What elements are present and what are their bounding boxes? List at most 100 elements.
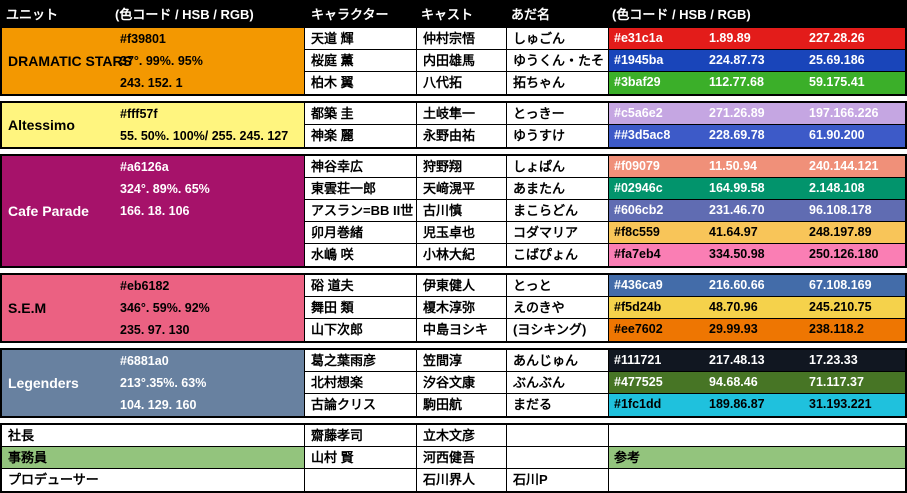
member-row: アスラン=BB II世 古川慎 まこらどん #606cb2 231.46.70 96.10… bbox=[305, 200, 905, 222]
character-cell: 桜庭 薫 bbox=[305, 50, 417, 71]
nickname-cell: まこらどん bbox=[507, 200, 609, 221]
unit-color-line: 37°. 99%. 95% bbox=[120, 54, 203, 68]
unit-color-line: #eb6182 bbox=[120, 279, 170, 293]
nickname-cell: あんじゅん bbox=[507, 350, 609, 371]
nickname-cell bbox=[507, 425, 609, 446]
character-cell: アスラン=BB II世 bbox=[305, 200, 417, 221]
color-hsb-value: 41.64.97 bbox=[709, 225, 758, 239]
nickname-cell: こばぴょん bbox=[507, 244, 609, 266]
member-rows: 天道 輝仲村宗悟 しゅごん #e31c1a 1.89.89 227.28.26 桜庭 薫内… bbox=[305, 28, 905, 94]
unit-color-line: #f39801 bbox=[120, 32, 166, 46]
character-cell: 齋藤孝司 bbox=[305, 425, 417, 446]
character-cell: 柏木 翼 bbox=[305, 72, 417, 94]
member-row: 北村想楽 汐谷文康 ぶんぶん #477525 94.68.46 71.117.37 bbox=[305, 372, 905, 394]
color-hsb-value: 164.99.58 bbox=[709, 181, 765, 195]
table-header: ユニット (色コード / HSB / RGB) キャラクター キャスト あだ名 … bbox=[0, 0, 907, 26]
member-color-cell: #f5d24b 48.70.96 245.210.75 bbox=[609, 297, 905, 318]
member-rows: 神谷幸広 狩野翔 しょぱん #f09079 11.50.94 240.144.121 東雲荘… bbox=[305, 156, 905, 266]
nickname-cell: (ヨシキング) bbox=[507, 319, 609, 341]
table-body: DRAMATIC STARS #f39801 37°. 99%. 95% 243. 1… bbox=[0, 26, 907, 493]
header-color-right: (色コード / HSB / RGB) bbox=[612, 6, 751, 22]
nickname-cell: ゆうすけ bbox=[507, 125, 609, 147]
color-hex-value: ##3d5ac8 bbox=[614, 128, 671, 142]
color-hex-value: #111721 bbox=[614, 353, 662, 367]
unit-color-line: 166. 18. 106 bbox=[120, 204, 190, 218]
member-row: 桜庭 薫内田雄馬 ゆうくん・たそ #1945ba 224.87.73 25.69.186 bbox=[305, 50, 905, 72]
unit-name: Legenders bbox=[8, 375, 79, 391]
nickname-cell: ゆうくん・たそ bbox=[507, 50, 609, 71]
cast-cell: 笠間淳 bbox=[417, 350, 507, 371]
nickname-cell: ぶんぶん bbox=[507, 372, 609, 393]
color-hex-value: #e31c1a bbox=[614, 31, 663, 45]
member-row: 葛之葉雨彦 笠間淳 あんじゅん #111721 217.48.13 17.23.33 bbox=[305, 350, 905, 372]
member-color-cell: #111721 217.48.13 17.23.33 bbox=[609, 350, 905, 371]
character-cell: 天道 輝 bbox=[305, 28, 417, 49]
unit-color-line: #fff57f bbox=[120, 107, 158, 121]
nickname-cell: 拓ちゃん bbox=[507, 72, 609, 94]
staff-right-cell bbox=[609, 425, 905, 446]
character-cell: 卯月巻緒 bbox=[305, 222, 417, 243]
character-cell: 神楽 麗 bbox=[305, 125, 417, 147]
staff-row-: 社長 齋藤孝司 立木文彦 bbox=[2, 425, 905, 447]
nickname-cell: えのきや bbox=[507, 297, 609, 318]
cast-cell: 古川慎 bbox=[417, 200, 507, 221]
member-row: 柏木 翼八代拓 拓ちゃん #3baf29 112.77.68 59.175.41 bbox=[305, 72, 905, 94]
member-rows: 硲 道夫 伊東健人 とっと #436ca9 216.60.66 67.108.169 舞田 … bbox=[305, 275, 905, 341]
unit-color-info: #6881a0 213°.35%. 63% 104. 129. 160 bbox=[120, 350, 206, 416]
character-cell: 北村想楽 bbox=[305, 372, 417, 393]
unit-color-info: #a6126a 324°. 89%. 65% 166. 18. 106 bbox=[120, 156, 210, 222]
member-rows: 都築 圭土岐隼一 とっきー #c5a6e2 271.26.89 197.166.226 神… bbox=[305, 103, 905, 147]
cast-cell: 伊東健人 bbox=[417, 275, 507, 296]
unit-color-line: #6881a0 bbox=[120, 354, 169, 368]
member-rows: 葛之葉雨彦 笠間淳 あんじゅん #111721 217.48.13 17.23.33 北村想… bbox=[305, 350, 905, 416]
color-hsb-value: 1.89.89 bbox=[709, 31, 751, 45]
member-color-cell: #f09079 11.50.94 240.144.121 bbox=[609, 156, 905, 177]
character-cell: 山村 賢 bbox=[305, 447, 417, 468]
color-hex-value: #436ca9 bbox=[614, 278, 663, 292]
unit-block-legenders: Legenders #6881a0 213°.35%. 63% 104. 129. 1… bbox=[0, 348, 907, 418]
color-rgb-value: 240.144.121 bbox=[809, 159, 879, 173]
color-hex-value: #606cb2 bbox=[614, 203, 664, 217]
unit-block-cafe-parade: Cafe Parade #a6126a 324°. 89%. 65% 166. 18.… bbox=[0, 154, 907, 268]
unit-color-line: 243. 152. 1 bbox=[120, 76, 183, 90]
member-color-cell: #477525 94.68.46 71.117.37 bbox=[609, 372, 905, 393]
color-rgb-value: 238.118.2 bbox=[809, 322, 864, 336]
color-rgb-value: 25.69.186 bbox=[809, 53, 865, 67]
member-color-cell: #1945ba 224.87.73 25.69.186 bbox=[609, 50, 905, 71]
color-rgb-value: 250.126.180 bbox=[809, 247, 879, 261]
color-rgb-value: 248.197.89 bbox=[809, 225, 872, 239]
color-hex-value: #c5a6e2 bbox=[614, 106, 663, 120]
staff-right-cell: 参考 bbox=[609, 447, 905, 468]
header-cast: キャスト bbox=[421, 6, 474, 22]
color-hex-value: #f8c559 bbox=[614, 225, 660, 239]
member-color-cell: #e31c1a 1.89.89 227.28.26 bbox=[609, 28, 905, 49]
member-row: 都築 圭土岐隼一 とっきー #c5a6e2 271.26.89 197.166.226 bbox=[305, 103, 905, 125]
member-color-cell: #c5a6e2 271.26.89 197.166.226 bbox=[609, 103, 905, 124]
member-row: 舞田 類榎木淳弥 えのきや #f5d24b 48.70.96 245.210.75 bbox=[305, 297, 905, 319]
color-rgb-value: 59.175.41 bbox=[809, 75, 865, 89]
unit-color-line: 346°. 59%. 92% bbox=[120, 301, 210, 315]
member-color-cell: #436ca9 216.60.66 67.108.169 bbox=[609, 275, 905, 296]
member-row: 卯月巻緒 児玉卓也 コダマリア #f8c559 41.64.97 248.197.89 bbox=[305, 222, 905, 244]
character-cell: 山下次郎 bbox=[305, 319, 417, 341]
staff-role-cell: プロデューサー bbox=[2, 469, 305, 491]
character-cell: 水嶋 咲 bbox=[305, 244, 417, 266]
staff-row-: 事務員 山村 賢河西健吾 参考 bbox=[2, 447, 905, 469]
unit-cell-altessimo: Altessimo #fff57f 55. 50%. 100%/ 255. 245.… bbox=[2, 103, 305, 147]
member-color-cell: ##3d5ac8 228.69.78 61.90.200 bbox=[609, 125, 905, 147]
color-hex-value: #1fc1dd bbox=[614, 397, 662, 411]
unit-color-line: 104. 129. 160 bbox=[120, 398, 197, 412]
cast-cell: 天﨑滉平 bbox=[417, 178, 507, 199]
unit-block-s-e-m: S.E.M #eb6182 346°. 59%. 92% 235. 97. 130 硲 … bbox=[0, 273, 907, 343]
nickname-cell: とっと bbox=[507, 275, 609, 296]
color-hsb-value: 228.69.78 bbox=[709, 128, 765, 142]
color-rgb-value: 31.193.221 bbox=[809, 397, 872, 411]
cast-cell: 立木文彦 bbox=[417, 425, 507, 446]
unit-color-line: 235. 97. 130 bbox=[120, 323, 190, 337]
unit-color-line: 213°.35%. 63% bbox=[120, 376, 207, 390]
nickname-cell: あまたん bbox=[507, 178, 609, 199]
color-hsb-value: 29.99.93 bbox=[709, 322, 758, 336]
cast-cell: 石川界人 bbox=[417, 469, 507, 491]
header-nickname: あだ名 bbox=[511, 6, 551, 22]
member-row: 水嶋 咲小林大紀 こばぴょん #fa7eb4 334.50.98 250.126.180 bbox=[305, 244, 905, 266]
